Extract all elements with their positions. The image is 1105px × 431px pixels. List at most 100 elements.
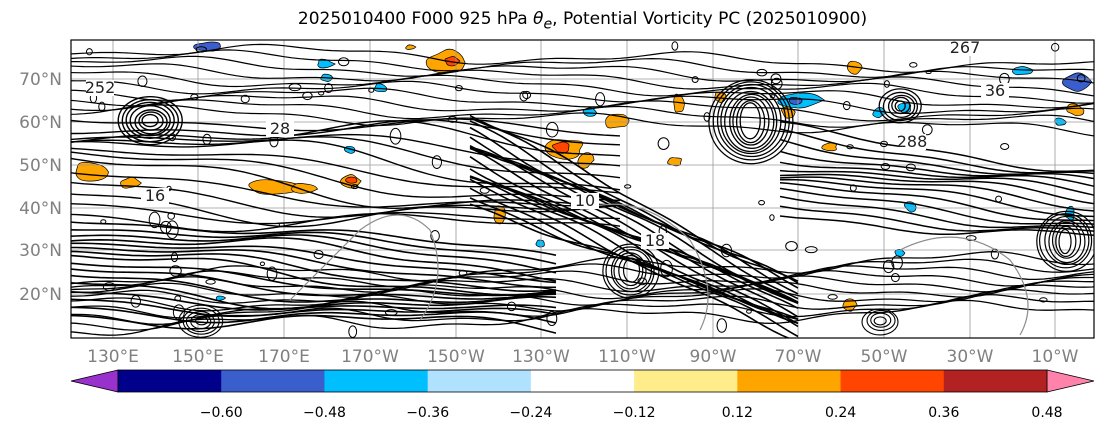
lon-label: 110°W [598,347,656,367]
theta-e-contour [769,214,775,221]
theta-e-contour [887,94,916,119]
theta-e-contour [71,251,1094,285]
theta-e-contour [870,312,892,328]
theta-e-contour [610,249,653,293]
title-theta: θ [533,9,544,29]
theta-e-contour [138,111,164,131]
theta-e-contour [121,98,179,143]
theta-e-contour [622,257,641,283]
theta-e-contour [846,144,854,150]
theta-e-contour [746,309,752,314]
theta-e-contour [469,126,799,295]
contour-value-label: 28 [270,119,290,138]
theta-e-contour [729,93,775,149]
colorbar-tick-label: 0.12 [722,405,753,421]
theta-e-contour [71,80,1094,109]
theta-e-contour [905,163,916,172]
theta-e-contour [873,316,887,326]
theta-e-contour [205,278,216,285]
theta-e-contour [469,203,791,338]
theta-e-contour [431,155,443,169]
theta-e-contour [891,96,911,115]
theta-e-contour [925,70,932,75]
theta-e-contour [71,280,1094,312]
latitude-axis: 70°N 60°N 50°N 40°N 30°N 20°N [19,70,62,305]
contour-label-background [266,121,294,137]
theta-e-contour [1058,228,1072,255]
theta-e-contour [100,219,107,225]
theta-e-contour [909,62,918,68]
theta-e-contour [602,243,660,299]
lon-label: 150°W [427,347,485,367]
contour-labels: 267 288 28 252 10 16 18 36 [85,40,1009,250]
theta-e-contour [125,101,175,139]
lat-label: 20°N [19,285,62,305]
lat-label: 70°N [19,70,62,90]
theta-e-contour [712,81,790,161]
theta-e-contour [1036,210,1094,272]
theta-e-contour [921,124,933,136]
colorbar-tick-label: 0.36 [928,405,959,421]
theta-e-contour [1039,297,1048,303]
theta-e-contour [288,83,302,92]
theta-e-contour [130,295,141,308]
pv-anomaly-region [551,141,570,154]
contour-value-label: 288 [897,132,928,151]
theta-e-contour [716,83,787,158]
map-title: 2025010400 F000 925 hPa θe, Potential Vo… [0,9,1105,32]
theta-e-contour [624,184,632,189]
theta-e-contour [167,212,175,220]
theta-e-contour [185,311,215,333]
lon-label: 130°E [87,347,139,367]
theta-e-contour [1055,225,1077,258]
colorbar-segment [530,370,635,392]
theta-e-contour [174,295,182,302]
theta-e-contour [338,57,350,67]
lon-label: 10°W [1032,347,1079,367]
theta-e-contour [657,137,670,150]
theta-e-contour [861,308,899,336]
theta-e-contour [178,304,224,338]
theta-e-contour [735,99,766,144]
colorbar-segment [427,370,532,392]
colorbar-extend-high [1046,369,1095,393]
theta-e-contour [878,88,922,124]
pv-anomaly-region [291,183,319,194]
theta-e-contour [595,92,606,107]
theta-e-contour [1051,221,1082,259]
theta-e-contour [779,205,1094,232]
theta-e-contour [879,140,889,148]
theta-e-contour [469,114,799,282]
contour-value-label: 16 [145,186,165,205]
theta-e-contour [842,100,851,111]
theta-e-contour [71,274,557,304]
lon-label: 170°E [258,347,310,367]
theta-e-contour [1048,219,1086,264]
title-suffix: , Potential Vorticity PC (2025010900) [552,9,868,29]
contour-label-background [571,193,599,209]
theta-e-contour [779,176,1094,212]
theta-e-contour [1076,74,1086,83]
theta-e-contour [117,95,183,146]
lat-label: 30°N [19,241,62,261]
theta-e-contour [368,87,375,93]
theta-e-contour [779,138,1094,176]
theta-e-contour [506,301,517,312]
pv-anomaly-region [1062,72,1093,92]
contour-value-label: 18 [645,231,665,250]
colorbar-tick-label: −0.60 [200,405,243,421]
theta-e-contour [479,186,490,194]
theta-e-contour [469,176,799,325]
theta-e-contour [458,269,468,277]
theta-e-contour [71,275,1094,304]
theta-e-contour [827,294,838,300]
theta-e-contour [519,90,529,102]
theta-e-contour [758,199,765,206]
theta-e-contour [168,133,176,142]
theta-e-contour [1000,143,1010,150]
theta-e-contour [779,161,1094,188]
theta-e-contour [71,250,557,292]
pv-anomaly-region [405,44,417,50]
theta-e-contour [71,99,1094,128]
theta-e-contour [240,94,250,104]
